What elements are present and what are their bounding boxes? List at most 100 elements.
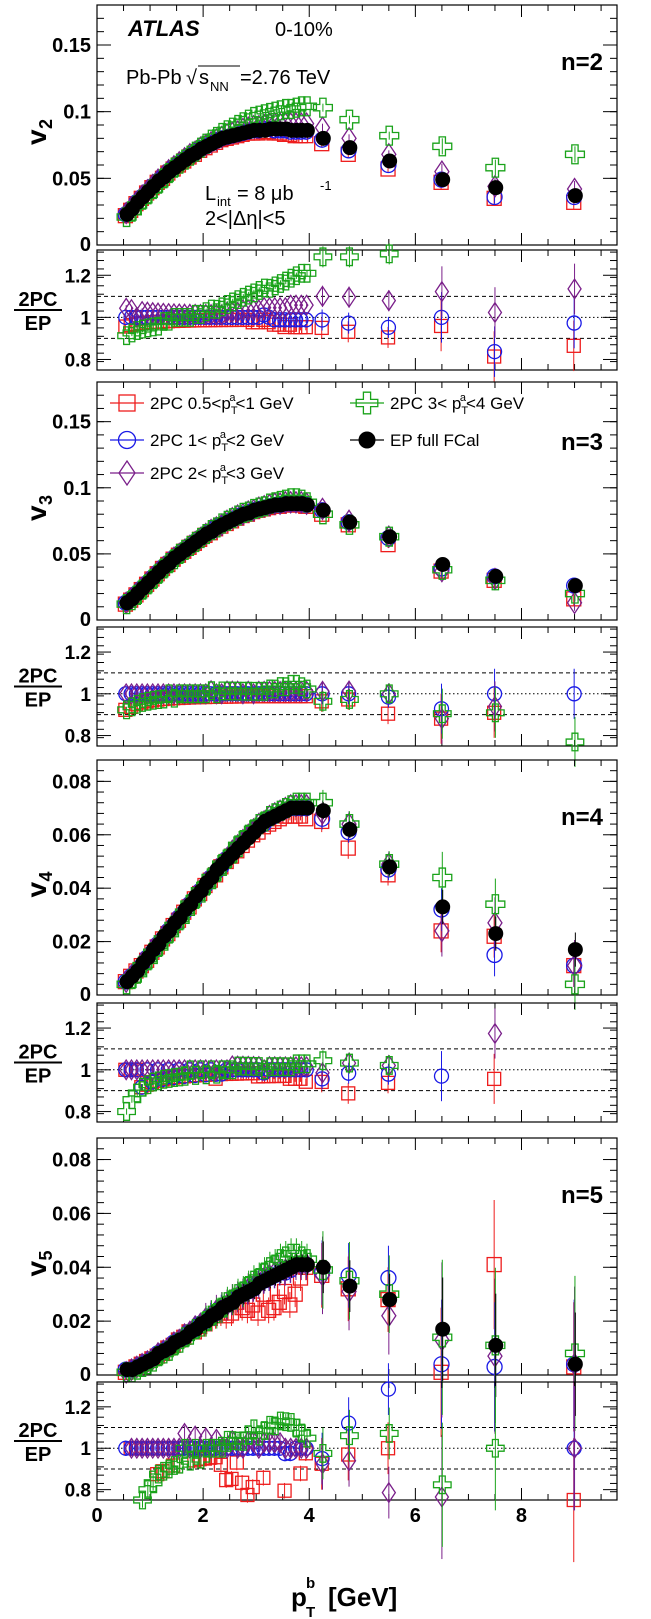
v4-panel-point <box>382 859 398 875</box>
ratio-3-panel-point <box>265 679 285 699</box>
lumi-sub: int <box>217 194 231 209</box>
v5-panel-ytick-label: 0 <box>80 1364 91 1386</box>
ratio-2-panel-point <box>145 301 160 324</box>
v2-panel-axes: 0.05 0.1 0.15 <box>52 4 618 246</box>
x-tick-label: 8 <box>516 1505 527 1527</box>
ratio-3-panel-point <box>164 688 184 708</box>
v2-panel-point <box>270 100 291 121</box>
ratio-2-panel-point <box>566 315 582 331</box>
ratio-5-panel-point <box>170 1454 190 1474</box>
v5-panel-point <box>282 1297 298 1313</box>
ratio-2-panel-ytick-label: 1 <box>80 308 91 329</box>
ratio-2-panel-ytick-label: 1.2 <box>65 266 91 287</box>
ratio-2-panel-ytick-label: 0.8 <box>65 350 91 371</box>
ratio-2-panel-point <box>129 306 145 329</box>
v3-panel-ytick-label: 0 <box>80 609 91 631</box>
v2-panel-point <box>315 130 331 146</box>
v3-panel-point <box>435 556 451 572</box>
ratio-5-panel-point <box>297 1428 317 1448</box>
v4-panel-point <box>299 800 315 816</box>
ratio-4-panel-point <box>281 1057 301 1077</box>
ratio-2-panel-frame <box>96 249 618 371</box>
ratio-2-panel-point <box>212 297 232 317</box>
v4-panel-point <box>564 974 586 995</box>
ratio-5-panel-point <box>129 1437 145 1460</box>
ratio-3-panel-point <box>379 684 399 704</box>
ratio-2-panel-point <box>122 323 142 343</box>
ratio-3-panel-point <box>566 686 582 702</box>
v4-panel-point <box>435 899 451 915</box>
v4-panel-point <box>485 894 506 915</box>
ratio-2-panel-label-top: 2PC <box>19 289 58 311</box>
v2-panel-frame <box>96 4 618 246</box>
ratio-5-panel-ytick-label: 1.2 <box>65 1398 91 1419</box>
ratio-2-panel-point <box>265 276 285 296</box>
ratio-4-panel-point <box>341 1086 356 1101</box>
x-tick-label: 4 <box>304 1505 316 1527</box>
ratio-5-panel-point <box>124 1437 139 1460</box>
ratio-4-panel-point <box>118 1058 134 1081</box>
ratio-4-panel-point <box>143 1072 163 1092</box>
energy-value: =2.76 TeV <box>240 67 331 89</box>
ratio-4-panel-point <box>207 1064 227 1084</box>
ratio-3-panel-point <box>288 680 304 703</box>
ratio-2-panel-point <box>288 294 304 317</box>
v5-panel-point <box>488 1337 504 1353</box>
v3-panel-ylabel: v <box>21 505 52 521</box>
ratio-2-panel-point <box>315 285 330 308</box>
ratio-5-panel-axes: 0.8 1 1.2 <box>65 1381 618 1502</box>
v2-panel-point <box>382 153 398 169</box>
ratio-2-panel-point <box>207 299 227 319</box>
ratio-5-panel-point <box>340 1415 357 1431</box>
ratio-5-panel-point <box>313 1443 333 1463</box>
ratio-3-panel-point <box>313 691 333 711</box>
ratio-4-panel-point <box>138 1075 158 1095</box>
x-tick-label: 0 <box>91 1505 102 1527</box>
v5-panel-ytick-label: 0.02 <box>52 1311 91 1333</box>
legend-label: 2PC 1< pTa<2 GeV <box>150 429 285 454</box>
ratio-5-panel-point <box>219 1472 234 1488</box>
v2-panel-point <box>342 140 358 156</box>
ratio-3-panel-point <box>122 697 142 717</box>
ratio-5-panel-point <box>224 1471 239 1487</box>
v5-panel-ylabel: v <box>21 1261 52 1277</box>
v3-panel-frame <box>96 381 618 621</box>
ratio-2-panel-point <box>340 247 359 267</box>
v2-panel-point <box>488 180 504 196</box>
ratio-2-panel-point <box>487 301 503 324</box>
ratio-2-panel-point <box>127 321 147 340</box>
v2-panel-point <box>485 157 506 178</box>
x-axis-title: p T b [GeV] <box>291 1575 397 1619</box>
ratio-5-panel-point <box>341 1449 357 1472</box>
v2-panel-point <box>280 98 302 120</box>
v3-panel-point <box>382 529 398 545</box>
ratio-5-panel-point <box>432 1475 452 1495</box>
ratio-5-panel-point <box>379 1424 399 1443</box>
ratio-4-panel-series-3 <box>117 1050 399 1121</box>
v4-panel-ylabel-sub: 4 <box>36 871 56 881</box>
v3-panel-ylabel-sub: 3 <box>36 495 56 505</box>
ratio-5-panel-frame <box>96 1381 618 1501</box>
ratio-5-panel-point <box>161 1437 176 1460</box>
ratio-2-panel-point <box>299 294 314 317</box>
ratio-2-panel-point <box>486 343 503 360</box>
ratio-2-panel-point <box>171 302 187 325</box>
ratio-2-panel-point <box>297 263 317 283</box>
luminosity-label: L int = 8 μb -1 <box>205 178 332 209</box>
ratio-5-panel-point <box>256 1470 271 1485</box>
v3-panel-point <box>567 578 583 594</box>
v5-panel-ytick-label: 0.04 <box>52 1257 92 1279</box>
sqrt-symbol: √ <box>186 67 197 89</box>
v2-panel-point <box>296 96 318 117</box>
ratio-5-panel-point <box>145 1437 160 1460</box>
ratio-5-panel-point <box>134 1437 150 1460</box>
v5-panel-point <box>567 1356 583 1372</box>
v5-panel-point <box>271 1294 287 1310</box>
ratio-4-panel-ytick-label: 1 <box>80 1061 91 1082</box>
v2-panel-point <box>435 172 451 188</box>
ratio-5-panel-point <box>148 1464 168 1484</box>
v2-panel-point <box>432 136 453 157</box>
ratio-5-panel-point <box>240 1487 255 1503</box>
ratio-3-panel-ytick-label: 1 <box>80 685 91 706</box>
ratio-2-panel-series-3 <box>117 243 399 346</box>
